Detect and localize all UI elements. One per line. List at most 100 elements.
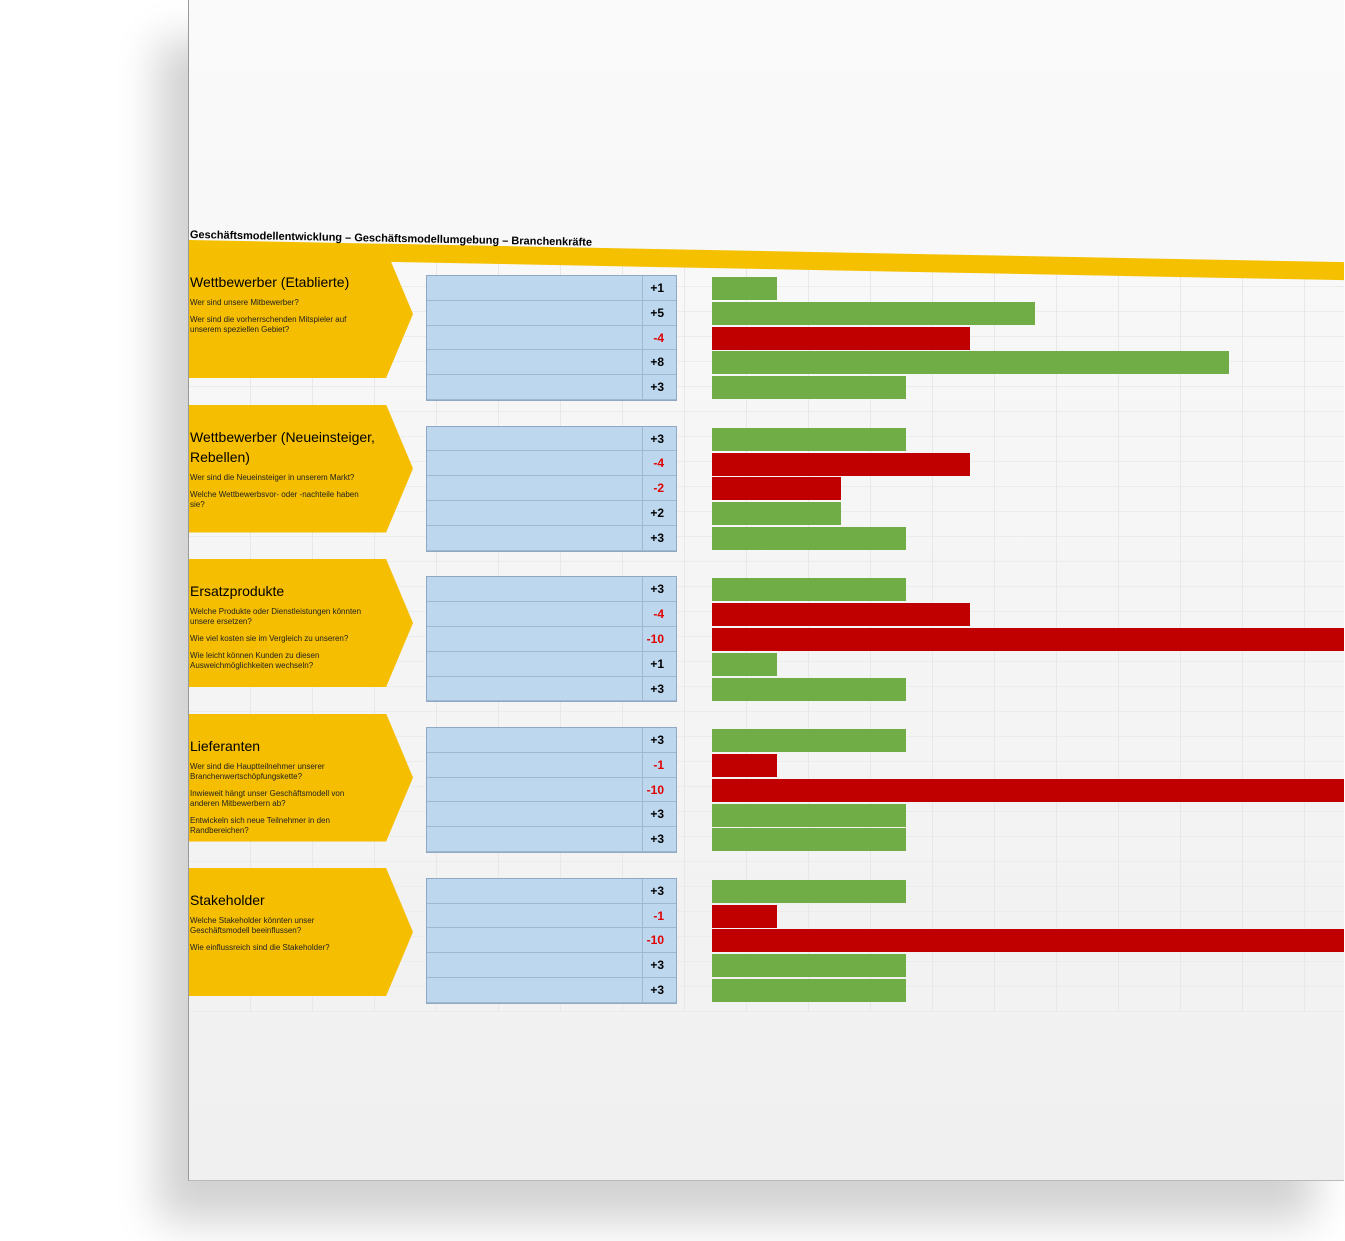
score-bar [712, 628, 1344, 651]
score-row: +8 [427, 350, 676, 376]
question: Wie einflussreich sind die Stakeholder? [190, 943, 330, 952]
score-label: +3 [650, 380, 664, 395]
score-row: -10 [427, 928, 676, 954]
score-label: +3 [650, 681, 664, 696]
score-bar [712, 427, 906, 451]
section-arrow: Ersatzprodukte Welche Produkte oder Diens… [189, 559, 413, 687]
question: Welche Stakeholder könnten unser Geschäf… [190, 916, 315, 935]
score-label: +1 [650, 281, 664, 295]
score-row: +3 [427, 577, 676, 603]
score-label: +3 [650, 431, 664, 446]
score-label: +3 [650, 530, 664, 545]
question: Wer sind die Hauptteilnehmer unserer Bra… [190, 761, 325, 781]
score-row: +2 [427, 501, 676, 526]
score-bar [712, 879, 906, 903]
question: Welche Produkte oder Dienstleistungen kö… [190, 607, 362, 626]
score-row: +3 [427, 375, 676, 400]
score-bar [712, 929, 1344, 953]
score-bar [712, 778, 1344, 802]
section-heading: Wettbewerber (Etablierte) [190, 274, 350, 290]
score-label: -10 [646, 782, 664, 797]
score-label: +3 [650, 733, 664, 748]
score-label: +3 [650, 832, 664, 847]
score-label: +8 [650, 355, 664, 370]
score-label: -10 [646, 933, 664, 948]
section-heading: Wettbewerber (Neueinsteiger, Rebellen) [190, 428, 375, 465]
score-row: +3 [427, 878, 676, 904]
sheet: Geschäftsmodellentwicklung – Geschäftsmo… [188, 0, 1344, 1181]
score-row: +3 [427, 977, 676, 1003]
question: Inwieweit hängt unser Geschäftsmodell vo… [190, 788, 345, 808]
score-bar [712, 803, 906, 827]
score-label: +3 [650, 582, 664, 597]
score-bar [712, 652, 777, 676]
question: Wer sind unsere Mitbewerber? [190, 298, 299, 307]
score-row: +3 [427, 802, 676, 828]
score-bar [712, 376, 906, 400]
section-arrow: Stakeholder Welche Stakeholder könnten un… [189, 868, 413, 996]
score-bar [712, 326, 971, 350]
score-label: +3 [650, 807, 664, 822]
score-bar [712, 828, 906, 852]
score-label: +2 [650, 506, 664, 521]
score-box: +1 +5 -4 +8 +3 [426, 275, 677, 401]
score-bar [712, 753, 777, 777]
score-bar [712, 729, 906, 753]
question: Wie viel kosten sie im Vergleich zu unse… [190, 634, 349, 643]
score-box: +3 -1 -10 +3 +3 [426, 727, 677, 854]
score-label: -4 [653, 330, 664, 345]
score-row: +3 [427, 525, 676, 551]
score-bar [712, 452, 971, 476]
score-box: +3 -4 -10 +1 +3 [426, 576, 677, 703]
score-row: +3 [427, 426, 676, 452]
score-row: +1 [427, 276, 676, 301]
score-row: -4 [427, 325, 676, 351]
score-row: -1 [427, 903, 676, 929]
score-row: -4 [427, 602, 676, 627]
score-label: -10 [646, 631, 664, 646]
score-label: +3 [650, 958, 664, 973]
score-bar [712, 351, 1229, 375]
score-label: -2 [653, 481, 664, 496]
score-label: +5 [650, 305, 664, 320]
score-label: +3 [650, 982, 664, 997]
score-row: -2 [427, 476, 676, 502]
score-label: -1 [653, 908, 664, 923]
score-label: -4 [653, 607, 664, 622]
score-label: -4 [653, 456, 664, 471]
score-row: +3 [427, 827, 676, 853]
question: Wer sind die vorherrschenden Mitspieler … [190, 315, 347, 334]
score-bar [712, 526, 906, 550]
score-bar [712, 979, 906, 1002]
score-row: +5 [427, 300, 676, 326]
section-heading: Stakeholder [190, 892, 265, 908]
score-row: +1 [427, 651, 676, 677]
score-label: -1 [653, 757, 664, 772]
score-box: +3 -1 -10 +3 +3 [426, 877, 677, 1004]
score-bar [712, 603, 971, 627]
section-heading: Lieferanten [190, 737, 261, 754]
score-label: +1 [650, 656, 664, 671]
score-row: -10 [427, 777, 676, 803]
score-box: +3 -4 -2 +2 +3 [426, 425, 677, 552]
score-row: +3 [427, 728, 676, 753]
score-bar [712, 904, 777, 928]
score-row: -1 [427, 752, 676, 778]
score-row: -10 [427, 626, 676, 652]
question: Wer sind die Neueinsteiger in unserem Ma… [190, 472, 355, 482]
score-row: +3 [427, 676, 676, 702]
score-bar [712, 954, 906, 978]
score-bar [712, 502, 842, 526]
score-row: -4 [427, 451, 676, 477]
question: Wie leicht können Kunden zu diesen Auswe… [190, 651, 320, 670]
score-label: +3 [650, 883, 664, 898]
section-heading: Ersatzprodukte [190, 583, 285, 599]
score-bar [712, 477, 842, 501]
question: Welche Wettbewerbsvor- oder -nachteile h… [190, 489, 359, 509]
score-row: +3 [427, 953, 676, 978]
score-bar [712, 301, 1035, 325]
section-arrow: Lieferanten Wer sind die Hauptteilnehmer … [189, 713, 413, 842]
question: Entwickeln sich neue Teilnehmer in den R… [190, 815, 330, 835]
section-arrow: Wettbewerber (Neueinsteiger, Rebellen) We… [189, 404, 413, 533]
